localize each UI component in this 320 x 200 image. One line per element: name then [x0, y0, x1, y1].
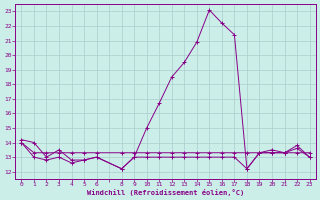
X-axis label: Windchill (Refroidissement éolien,°C): Windchill (Refroidissement éolien,°C): [87, 189, 244, 196]
